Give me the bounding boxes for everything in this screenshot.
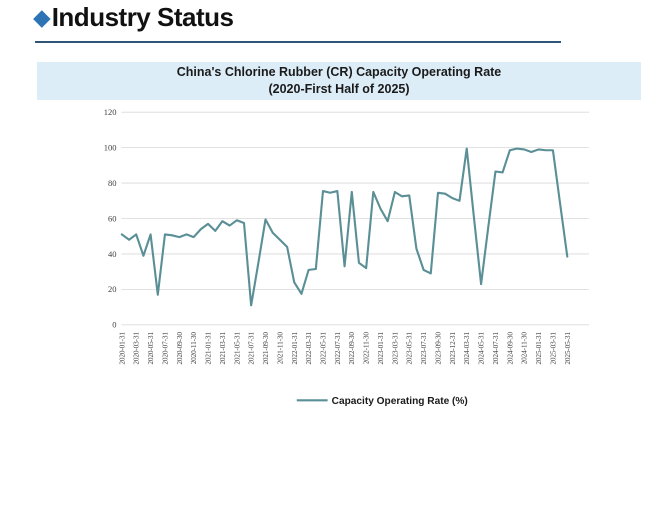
capacity-operating-rate-chart: 0 20 40 60 80 100 120 2020-01-31 2020-03-31 2020-…	[104, 107, 589, 407]
x-tick-label: 2021-07-31	[247, 332, 256, 365]
y-tick-label: 80	[108, 178, 117, 188]
x-tick-label: 2023-12-31	[448, 332, 457, 365]
x-tick-label: 2020-01-31	[117, 332, 126, 365]
x-tick-label: 2022-07-31	[333, 332, 342, 365]
x-tick-label: 2024-09-30	[505, 332, 514, 365]
x-tick-label: 2020-03-31	[132, 332, 141, 365]
y-tick-label: 100	[104, 142, 117, 152]
x-tick-label: 2025-01-31	[534, 332, 543, 365]
x-tick-label: 2021-01-31	[204, 332, 213, 365]
y-tick-label: 0	[112, 320, 116, 330]
x-tick-label: 2020-07-31	[160, 332, 169, 365]
x-tick-label: 2023-09-30	[433, 332, 442, 365]
header-underline	[35, 41, 561, 43]
x-tick-label: 2022-09-30	[347, 332, 356, 365]
capacity-operating-rate-series	[120, 147, 569, 307]
chart-subtitle: (2020-First Half of 2025)	[268, 82, 410, 96]
x-tick-label: 2025-05-31	[563, 332, 572, 365]
ghost-footer-text	[14, 514, 614, 526]
diamond-icon: ◆	[33, 4, 51, 30]
x-tick-label: 2024-11-30	[520, 332, 529, 365]
x-tick-label: 2023-07-31	[419, 332, 428, 365]
x-tick-label: 2020-05-31	[146, 332, 155, 365]
x-tick-label: 2022-05-31	[319, 332, 328, 365]
x-tick-label: 2023-05-31	[405, 332, 414, 365]
x-tick-label: 2020-11-30	[189, 332, 198, 365]
x-tick-label: 2024-03-31	[462, 332, 471, 365]
x-tick-label: 2023-03-31	[390, 332, 399, 365]
x-tick-label: 2021-11-30	[275, 332, 284, 365]
y-tick-label: 60	[108, 213, 117, 223]
x-tick-label: 2021-09-30	[261, 332, 270, 365]
section-header: ◆ Industry Status	[33, 2, 234, 33]
x-tick-label: 2020-09-30	[175, 332, 184, 365]
x-tick-label: 2025-03-31	[548, 332, 557, 365]
legend-label: Capacity Operating Rate (%)	[332, 396, 468, 407]
x-tick-label: 2022-01-31	[290, 332, 299, 365]
chart-title: China's Chlorine Rubber (CR) Capacity Op…	[176, 65, 502, 79]
x-tick-label: 2024-07-31	[491, 332, 500, 365]
y-tick-label: 40	[108, 249, 117, 259]
x-tick-label: 2022-11-30	[362, 332, 371, 365]
section-title: Industry Status	[51, 2, 234, 32]
x-tick-label: 2021-05-31	[232, 332, 241, 365]
y-tick-label: 120	[104, 107, 117, 117]
x-tick-label: 2022-03-31	[304, 332, 313, 365]
x-tick-label: 2023-01-31	[376, 332, 385, 365]
y-tick-label: 20	[108, 284, 117, 294]
x-tick-label: 2024-05-31	[477, 332, 486, 365]
chart-title-panel: China's Chlorine Rubber (CR) Capacity Op…	[37, 62, 641, 100]
x-tick-label: 2021-03-31	[218, 332, 227, 365]
